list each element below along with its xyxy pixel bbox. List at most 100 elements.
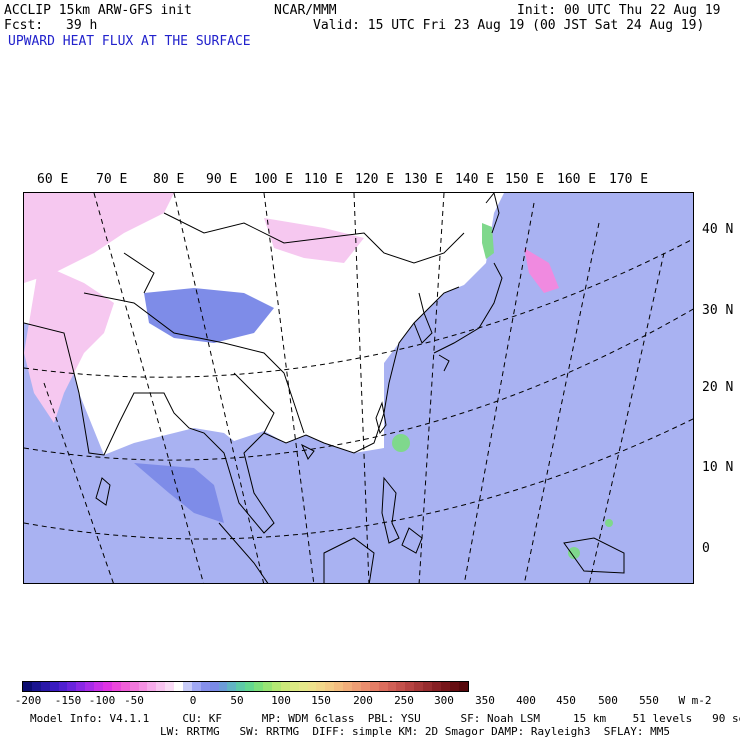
- colorbar-label: -50: [124, 694, 144, 707]
- colorbar-swatch: [316, 682, 326, 691]
- flux-map: [23, 192, 694, 584]
- colorbar-swatch: [289, 682, 299, 691]
- colorbar-label: 100: [271, 694, 291, 707]
- colorbar-label: 200: [353, 694, 373, 707]
- lon-label: 130 E: [404, 172, 444, 187]
- colorbar-label: 150: [311, 694, 331, 707]
- colorbar-label: 300: [434, 694, 454, 707]
- colorbar-swatch: [227, 682, 237, 691]
- colorbar-label: 350: [475, 694, 495, 707]
- colorbar-swatch: [387, 682, 397, 691]
- colorbar-swatch: [40, 682, 50, 691]
- ocean-flux-field: [24, 193, 693, 583]
- colorbar-swatch: [245, 682, 255, 691]
- colorbar-swatch: [271, 682, 281, 691]
- colorbar-units: W m-2: [678, 694, 712, 707]
- lon-label: 90 E: [206, 172, 238, 187]
- colorbar-swatch: [129, 682, 139, 691]
- colorbar-swatch: [94, 682, 104, 691]
- colorbar-label: 0: [189, 694, 197, 707]
- lat-label: 40 N: [702, 222, 734, 237]
- center-name: NCAR/MMM: [274, 3, 337, 18]
- lat-label: 30 N: [702, 303, 734, 318]
- colorbar-swatch: [431, 682, 441, 691]
- colorbar-swatch: [67, 682, 77, 691]
- forecast-label: Fcst:: [4, 18, 44, 33]
- lat-label: 0: [702, 541, 710, 556]
- colorbar-label: 450: [556, 694, 576, 707]
- colorbar-swatch: [369, 682, 379, 691]
- colorbar-label: -200: [14, 694, 42, 707]
- field-title: UPWARD HEAT FLUX AT THE SURFACE: [8, 34, 251, 49]
- colorbar-swatch: [254, 682, 264, 691]
- colorbar-swatch: [138, 682, 148, 691]
- colorbar-swatch: [280, 682, 290, 691]
- model-info-line2: LW: RRTMG SW: RRTMG DIFF: simple KM: 2D …: [160, 725, 670, 738]
- colorbar-swatch: [440, 682, 450, 691]
- colorbar-swatch: [85, 682, 95, 691]
- map-canvas: [24, 193, 693, 583]
- colorbar-swatch: [111, 682, 121, 691]
- colorbar-swatch: [31, 682, 41, 691]
- colorbar-label: 250: [394, 694, 414, 707]
- colorbar: [22, 681, 469, 692]
- colorbar-swatch: [458, 682, 468, 691]
- colorbar-swatch: [209, 682, 219, 691]
- colorbar-swatch: [378, 682, 388, 691]
- colorbar-swatch: [449, 682, 459, 691]
- colorbar-swatch: [263, 682, 272, 691]
- colorbar-swatch: [156, 682, 166, 691]
- colorbar-swatch: [325, 682, 335, 691]
- colorbar-swatch: [165, 682, 175, 691]
- colorbar-swatch: [147, 682, 157, 691]
- colorbar-swatch: [343, 682, 352, 691]
- colorbar-label: 550: [639, 694, 659, 707]
- colorbar-swatch: [218, 682, 228, 691]
- colorbar-swatch: [423, 682, 432, 691]
- colorbar-label: -150: [54, 694, 82, 707]
- colorbar-swatch: [405, 682, 415, 691]
- lon-label: 170 E: [609, 172, 649, 187]
- colorbar-swatch: [183, 682, 192, 691]
- lon-label: 160 E: [557, 172, 597, 187]
- colorbar-swatch: [414, 682, 424, 691]
- colorbar-swatch: [174, 682, 184, 691]
- lon-label: 150 E: [505, 172, 545, 187]
- coastlines: [24, 193, 625, 583]
- colorbar-swatch: [307, 682, 317, 691]
- colorbar-swatch: [236, 682, 246, 691]
- colorbar-swatch: [200, 682, 210, 691]
- lon-label: 70 E: [96, 172, 128, 187]
- tropical-cyclone: [392, 223, 613, 559]
- colorbar-swatch: [191, 682, 201, 691]
- valid-time: Valid: 15 UTC Fri 23 Aug 19 (00 JST Sat …: [313, 18, 705, 33]
- model-title: ACCLIP 15km ARW-GFS init: [4, 3, 192, 18]
- plateau-flux-field: [144, 288, 274, 343]
- lon-label: 100 E: [254, 172, 294, 187]
- land-negative-field: [24, 193, 559, 423]
- colorbar-swatch: [334, 682, 344, 691]
- colorbar-swatch: [103, 682, 112, 691]
- colorbar-swatch: [49, 682, 59, 691]
- colorbar-swatch: [76, 682, 86, 691]
- lon-label: 120 E: [355, 172, 395, 187]
- lon-label: 60 E: [37, 172, 69, 187]
- forecast-hour: 39 h: [66, 18, 98, 33]
- colorbar-swatch: [351, 682, 361, 691]
- model-info-line1: Model Info: V4.1.1 CU: KF MP: WDM 6class…: [30, 712, 740, 725]
- colorbar-label: 400: [516, 694, 536, 707]
- lon-label: 80 E: [153, 172, 185, 187]
- colorbar-swatch: [58, 682, 68, 691]
- colorbar-labels: -200 -150 -100 -50 0 50 100 150 200 250 …: [0, 694, 740, 708]
- colorbar-swatch: [23, 682, 32, 691]
- colorbar-label: 50: [230, 694, 244, 707]
- colorbar-swatch: [120, 682, 130, 691]
- colorbar-label: -100: [88, 694, 116, 707]
- colorbar-swatch: [360, 682, 370, 691]
- colorbar-swatch: [396, 682, 406, 691]
- lon-label: 140 E: [455, 172, 495, 187]
- init-time: Init: 00 UTC Thu 22 Aug 19: [517, 3, 721, 18]
- lat-label: 10 N: [702, 460, 734, 475]
- colorbar-swatch: [298, 682, 308, 691]
- lat-lon-grid: [24, 193, 693, 583]
